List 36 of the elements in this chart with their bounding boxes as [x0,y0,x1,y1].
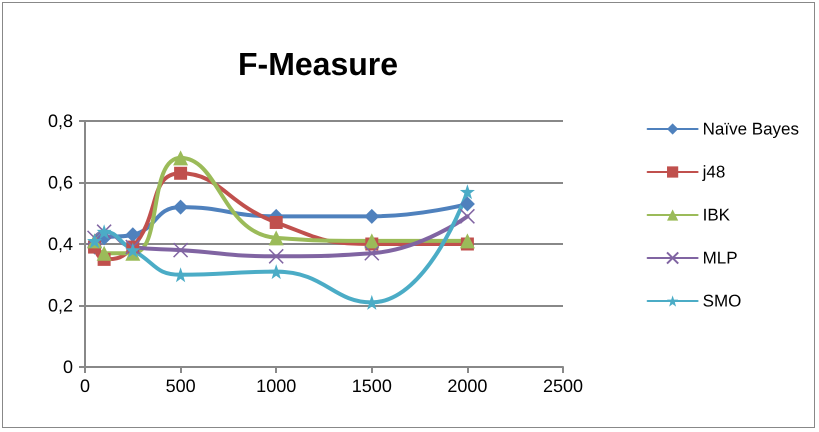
point [268,248,284,264]
x-tick-label: 0 [80,376,90,396]
x-tick-label: 2500 [542,376,584,396]
legend-label: Naïve Bayes [702,120,800,138]
legend-label: j48 [702,162,726,182]
point [268,264,284,280]
point [125,242,140,258]
legend-label: IBK [702,206,731,224]
x-tick-label: 500 [166,376,196,396]
x-tick-label: 2000 [447,376,488,396]
x-tick-label: 1000 [256,376,296,396]
legend-label: SMO [702,292,742,310]
point [364,245,380,261]
point [270,216,283,229]
y-tick-label: 0 [62,357,73,377]
point [460,208,476,224]
point [174,166,188,180]
y-tick-label: 0,4 [48,234,73,254]
point [364,208,380,224]
y-tick-label: 0,8 [48,111,73,131]
point [173,200,188,215]
point [460,233,475,248]
legend-label: MLP [702,248,738,268]
point [125,227,140,242]
y-tick-label: 0,6 [48,172,73,192]
chart-title: F-Measure [238,46,398,82]
point [173,150,188,166]
x-tick-label: 1500 [352,376,392,396]
point [460,184,475,200]
point [172,242,188,258]
point [96,246,112,261]
point [86,230,102,246]
point [460,196,475,212]
point [364,233,380,248]
point [268,230,284,246]
y-tick-label: 0,2 [48,296,73,316]
